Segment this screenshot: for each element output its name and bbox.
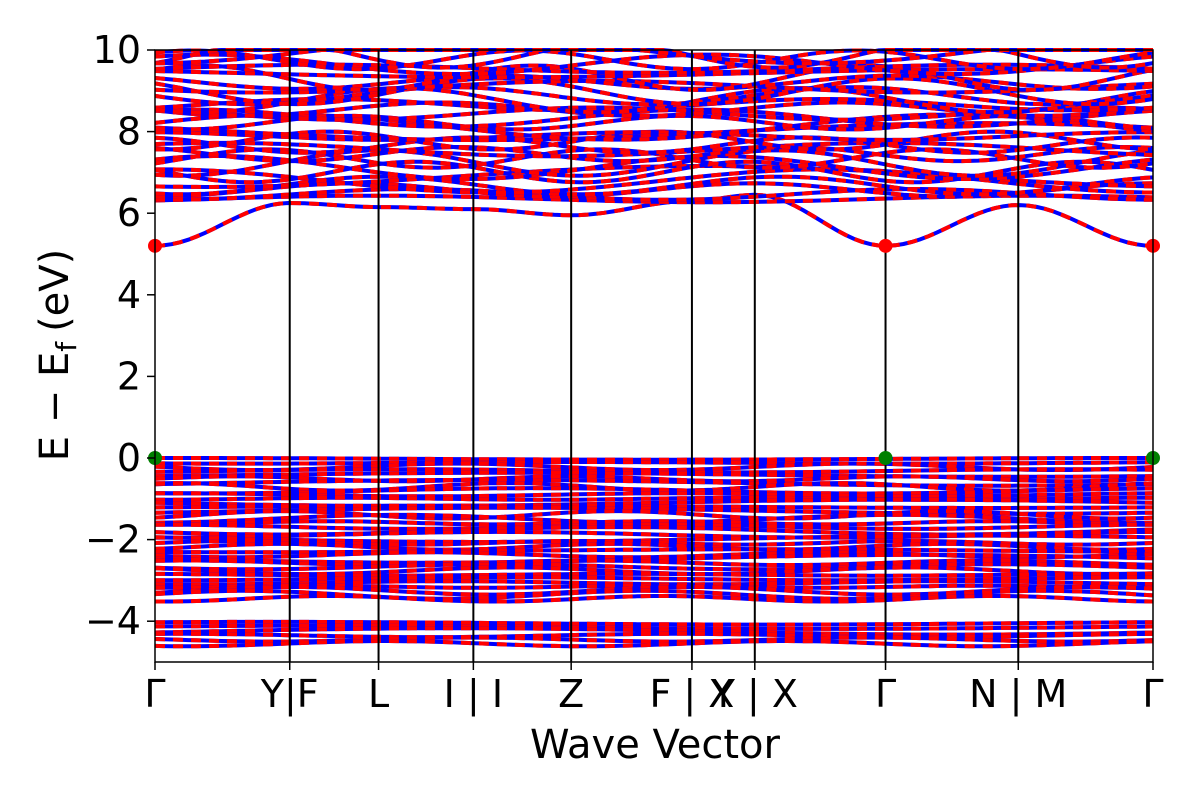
y-tick-label-0: −4 — [85, 599, 141, 643]
band-line-spin-up-72 — [154, 623, 1154, 631]
x-tick-label-4: Z — [558, 672, 584, 716]
x-tick-label-5: F | X — [649, 672, 734, 717]
band-line-spin-up-28 — [154, 63, 1154, 92]
band-line-spin-up-64 — [155, 571, 1153, 578]
x-tick-label-8: N | M — [969, 672, 1067, 717]
y-axis-title-unit: (eV) — [32, 249, 78, 332]
band-line-spin-up-0 — [154, 192, 1154, 248]
y-axis-ticks: −4 −2 0 2 4 6 8 10 — [85, 28, 155, 643]
band-line-spin-up-47 — [154, 503, 1153, 510]
band-line-spin-up-35 — [155, 456, 1153, 462]
x-tick-label-2: L — [368, 672, 389, 716]
band-line-spin-up-29 — [154, 67, 1154, 80]
band-line-spin-up-40 — [154, 474, 1154, 484]
band-line-spin-up-69 — [154, 588, 1154, 601]
y-axis-title: E − Ef (eV) — [32, 249, 83, 462]
y-tick-label-4: 4 — [117, 273, 141, 317]
band-line-spin-up-58 — [154, 547, 1153, 555]
y-tick-label-1: −2 — [85, 518, 141, 562]
band-line-spin-up-71 — [155, 619, 1154, 627]
band-line-spin-up-52 — [155, 522, 1153, 531]
band-line-spin-up-36 — [155, 460, 1153, 466]
band-line-spin-up-43 — [154, 486, 1154, 496]
x-tick-label-1: Y|F — [260, 672, 319, 717]
x-tick-label-9: Γ — [1142, 672, 1163, 716]
y-tick-label-3: 2 — [117, 354, 141, 398]
band-line-spin-up-25 — [154, 76, 1154, 107]
y-tick-label-2: 0 — [117, 436, 141, 480]
band-line-spin-up-51 — [155, 519, 1154, 527]
x-tick-label-3: I | I — [444, 672, 503, 717]
band-line-spin-up-57 — [154, 541, 1154, 552]
band-line-spin-up-70 — [155, 594, 1154, 604]
band-line-spin-up-23 — [154, 86, 1154, 115]
band-line-spin-up-8 — [154, 154, 1154, 181]
band-line-spin-up-24 — [154, 85, 1154, 107]
band-line-spin-up-39 — [154, 470, 1154, 479]
x-axis-title: Wave Vector — [530, 722, 781, 768]
vbm-point-1 — [878, 451, 893, 465]
band-line-spin-up-12 — [154, 140, 1154, 159]
band-line-spin-up-76 — [154, 639, 1154, 649]
band-line-spin-up-44 — [155, 491, 1154, 499]
band-line-spin-up-38 — [154, 467, 1154, 475]
band-line-spin-up-61 — [154, 558, 1154, 567]
band-line-spin-up-32 — [154, 48, 1154, 72]
band-line-spin-up-49 — [154, 509, 1154, 521]
band-line-spin-up-73 — [154, 626, 1154, 637]
band-line-spin-up-26 — [154, 78, 1154, 95]
band-line-spin-up-41 — [154, 477, 1154, 488]
band-line-spin-up-50 — [154, 512, 1153, 525]
band-line-spin-up-11 — [154, 145, 1154, 164]
band-line-spin-up-65 — [155, 575, 1153, 583]
band-line-spin-up-13 — [154, 135, 1154, 155]
y-axis-title-main: E − E — [32, 352, 78, 462]
band-line-spin-up-62 — [154, 562, 1154, 572]
band-line-spin-up-14 — [154, 129, 1154, 152]
band-line-spin-up-74 — [155, 631, 1154, 640]
y-tick-label-6: 8 — [117, 110, 141, 154]
band-lines — [154, 48, 1154, 649]
band-line-spin-up-2 — [155, 187, 1154, 202]
y-tick-label-7: 10 — [93, 28, 141, 72]
band-line-spin-up-15 — [155, 130, 1154, 142]
band-line-spin-up-7 — [154, 159, 1154, 185]
x-tick-label-6: Y | X — [711, 672, 798, 717]
cbm-point-1 — [878, 238, 893, 253]
extrema-points — [148, 238, 1160, 465]
band-line-spin-up-31 — [154, 52, 1154, 76]
x-tick-label-7: Γ — [875, 672, 896, 716]
band-line-spin-up-16 — [154, 121, 1154, 143]
band-line-spin-up-66 — [154, 579, 1154, 587]
y-axis-title-subscript: f — [50, 341, 83, 352]
band-line-spin-up-55 — [154, 533, 1154, 544]
band-line-spin-up-56 — [154, 539, 1154, 547]
kpoint-lines — [288, 50, 1020, 662]
band-line-spin-up-27 — [154, 73, 1154, 91]
x-tick-label-0: Γ — [144, 672, 165, 716]
y-tick-label-5: 6 — [117, 191, 141, 235]
x-axis-ticks: Γ Y|F L I | I Z F | XY | X Γ N | M Γ — [144, 662, 1164, 717]
plot-frame — [154, 49, 1154, 663]
